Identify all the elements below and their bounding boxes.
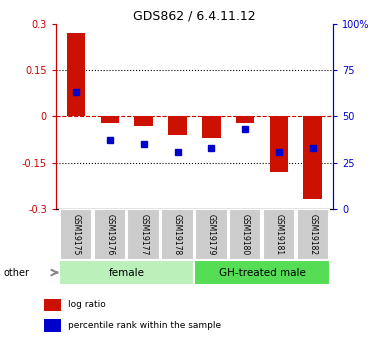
Text: GSM19175: GSM19175 <box>72 214 80 255</box>
Bar <box>161 209 194 260</box>
Bar <box>59 260 194 285</box>
Text: other: other <box>4 268 30 278</box>
Bar <box>303 117 322 199</box>
Bar <box>195 209 228 260</box>
Bar <box>270 117 288 172</box>
Bar <box>100 117 119 122</box>
Bar <box>44 299 61 311</box>
Text: GSM19176: GSM19176 <box>105 214 114 255</box>
Bar <box>134 117 153 126</box>
Text: GH-treated male: GH-treated male <box>219 268 305 277</box>
Bar <box>263 209 295 260</box>
Text: log ratio: log ratio <box>68 300 106 309</box>
Bar <box>127 209 160 260</box>
Text: female: female <box>109 268 145 277</box>
Bar <box>229 209 261 260</box>
Bar <box>44 319 61 332</box>
Bar <box>168 117 187 135</box>
Text: GSM19177: GSM19177 <box>139 214 148 255</box>
Bar <box>60 209 92 260</box>
Text: percentile rank within the sample: percentile rank within the sample <box>68 321 221 330</box>
Text: GSM19182: GSM19182 <box>308 214 317 255</box>
Bar <box>236 117 254 122</box>
Bar <box>94 209 126 260</box>
Bar <box>296 209 329 260</box>
Bar <box>194 260 330 285</box>
Title: GDS862 / 6.4.11.12: GDS862 / 6.4.11.12 <box>133 10 256 23</box>
Bar <box>67 33 85 117</box>
Text: GSM19180: GSM19180 <box>241 214 249 255</box>
Text: GSM19178: GSM19178 <box>173 214 182 255</box>
Text: GSM19181: GSM19181 <box>275 214 283 255</box>
Text: GSM19179: GSM19179 <box>207 214 216 255</box>
Bar <box>202 117 221 138</box>
